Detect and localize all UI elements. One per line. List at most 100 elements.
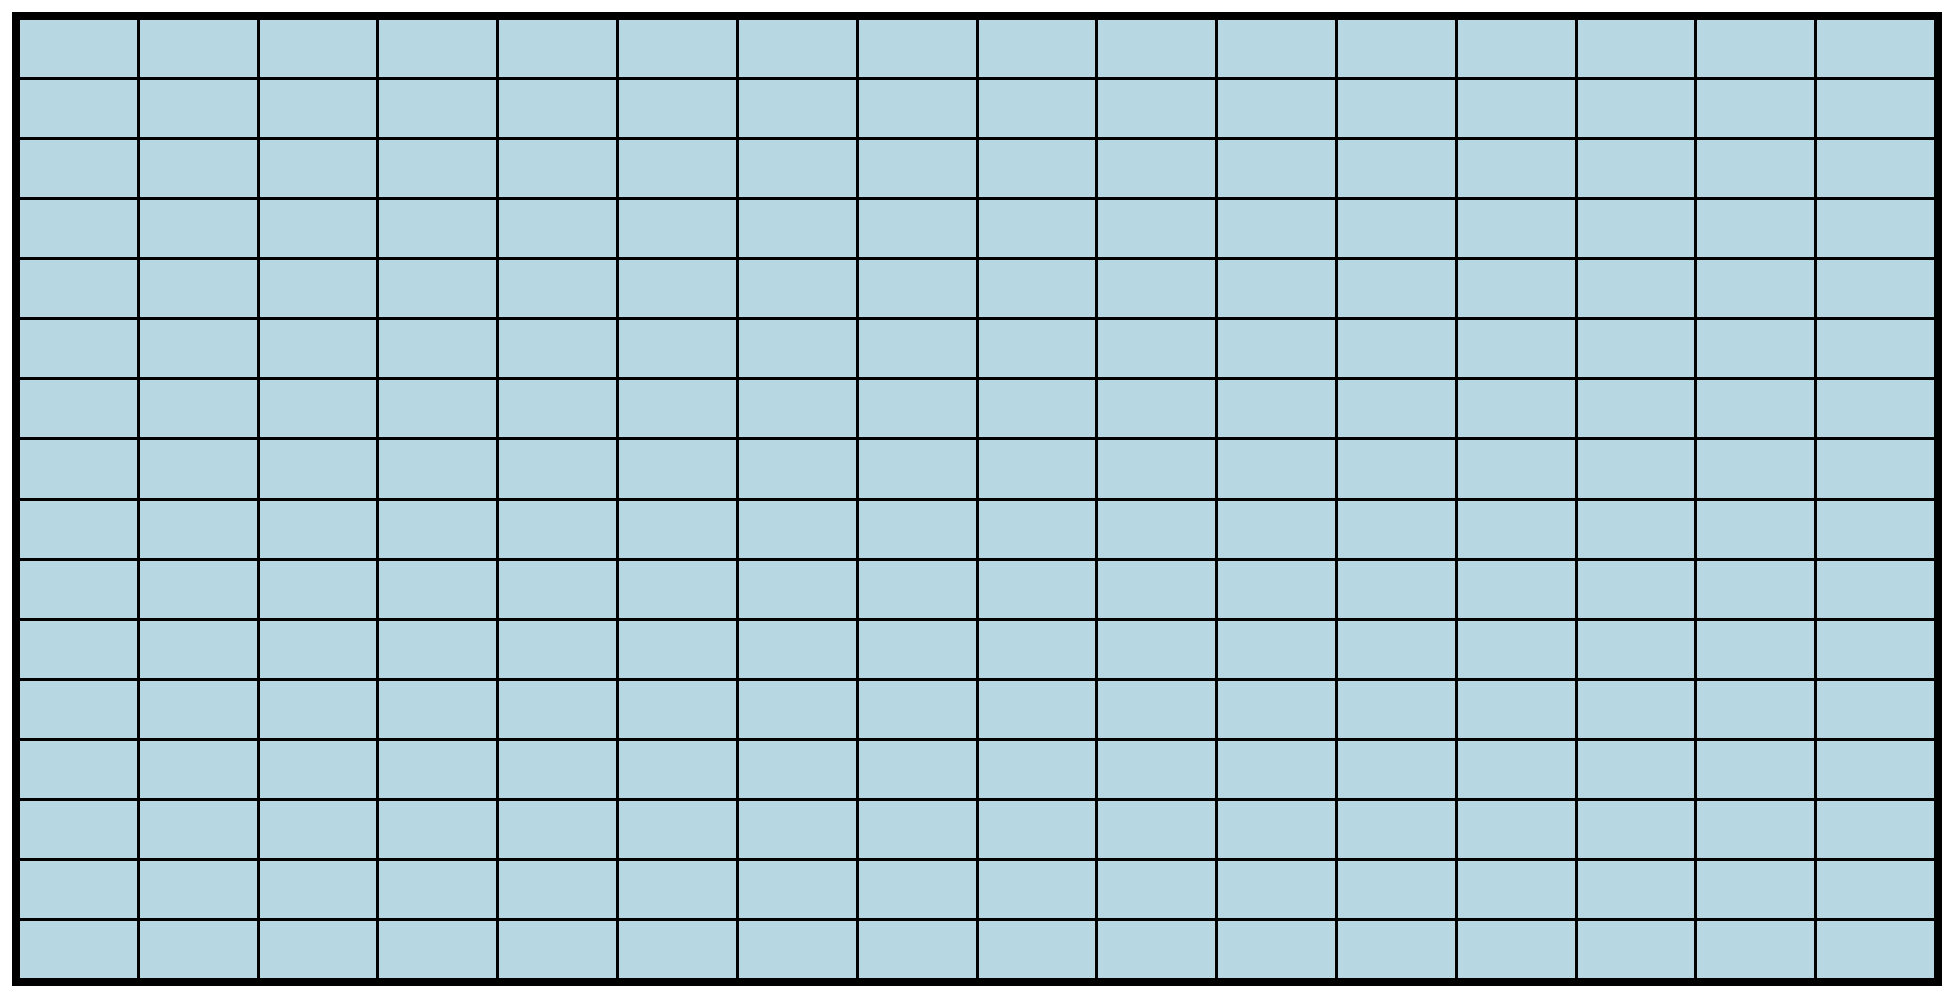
board-cell[interactable] [139,860,257,918]
board-cell[interactable] [1457,920,1575,978]
board-cell[interactable] [379,680,497,738]
board-cell[interactable] [1577,380,1695,438]
board-cell[interactable] [738,80,856,138]
board-cell[interactable] [1098,740,1216,798]
board-cell[interactable] [20,20,137,78]
board-cell[interactable] [499,320,617,378]
board-cell[interactable] [619,740,736,798]
board-cell[interactable] [1098,500,1216,558]
board-cell[interactable] [858,920,976,978]
board-cell[interactable] [978,680,1096,738]
board-cell[interactable] [1577,560,1695,618]
board-cell[interactable] [1457,620,1575,678]
board-cell[interactable] [20,800,137,858]
board-cell[interactable] [379,80,497,138]
board-cell[interactable] [978,740,1096,798]
board-cell[interactable] [20,320,137,378]
board-cell[interactable] [259,380,377,438]
board-cell[interactable] [1337,740,1455,798]
board-cell[interactable] [499,860,617,918]
board-cell[interactable] [858,200,976,258]
board-cell[interactable] [1697,200,1815,258]
board-cell[interactable] [1457,440,1575,498]
board-cell[interactable] [1457,260,1575,318]
board-cell[interactable] [1337,80,1455,138]
board-cell[interactable] [858,80,976,138]
board-cell[interactable] [1098,860,1216,918]
board-cell[interactable] [499,560,617,618]
board-cell[interactable] [978,260,1096,318]
board-cell[interactable] [1218,200,1335,258]
board-cell[interactable] [619,20,736,78]
board-cell[interactable] [1817,500,1934,558]
board-cell[interactable] [858,140,976,198]
board-cell[interactable] [379,200,497,258]
board-cell[interactable] [1697,440,1815,498]
board-cell[interactable] [619,500,736,558]
board-cell[interactable] [379,140,497,198]
board-cell[interactable] [978,860,1096,918]
board-cell[interactable] [1817,320,1934,378]
board-cell[interactable] [1817,620,1934,678]
board-cell[interactable] [1098,200,1216,258]
board-cell[interactable] [1337,860,1455,918]
board-cell[interactable] [1457,680,1575,738]
board-cell[interactable] [738,380,856,438]
board-cell[interactable] [1577,80,1695,138]
board-cell[interactable] [20,740,137,798]
board-cell[interactable] [1098,440,1216,498]
board-cell[interactable] [1218,680,1335,738]
board-cell[interactable] [1817,200,1934,258]
board-cell[interactable] [619,620,736,678]
board-cell[interactable] [738,200,856,258]
board-cell[interactable] [259,860,377,918]
board-cell[interactable] [20,200,137,258]
board-cell[interactable] [619,440,736,498]
board-cell[interactable] [1218,80,1335,138]
board-cell[interactable] [978,920,1096,978]
board-cell[interactable] [20,560,137,618]
board-cell[interactable] [1817,260,1934,318]
board-cell[interactable] [259,260,377,318]
board-cell[interactable] [1697,680,1815,738]
board-cell[interactable] [20,260,137,318]
board-cell[interactable] [1817,380,1934,438]
board-cell[interactable] [499,200,617,258]
board-cell[interactable] [1697,500,1815,558]
board-cell[interactable] [978,800,1096,858]
board-cell[interactable] [1817,440,1934,498]
board-cell[interactable] [379,920,497,978]
board-cell[interactable] [1697,80,1815,138]
board-cell[interactable] [619,560,736,618]
board-cell[interactable] [259,920,377,978]
board-cell[interactable] [1697,620,1815,678]
board-cell[interactable] [738,620,856,678]
board-cell[interactable] [379,440,497,498]
board-cell[interactable] [1218,380,1335,438]
board-cell[interactable] [499,500,617,558]
board-cell[interactable] [1218,320,1335,378]
board-cell[interactable] [1337,260,1455,318]
board-cell[interactable] [139,260,257,318]
board-cell[interactable] [1817,740,1934,798]
board-cell[interactable] [858,620,976,678]
board-cell[interactable] [139,620,257,678]
board-cell[interactable] [1457,800,1575,858]
board-cell[interactable] [1098,260,1216,318]
board-cell[interactable] [1337,680,1455,738]
board-cell[interactable] [499,380,617,438]
board-cell[interactable] [858,860,976,918]
board-cell[interactable] [20,500,137,558]
board-cell[interactable] [379,560,497,618]
board-cell[interactable] [139,440,257,498]
board-cell[interactable] [858,380,976,438]
board-cell[interactable] [1098,680,1216,738]
board-cell[interactable] [259,500,377,558]
board-cell[interactable] [499,260,617,318]
board-cell[interactable] [858,680,976,738]
board-cell[interactable] [499,920,617,978]
board-cell[interactable] [1218,440,1335,498]
board-cell[interactable] [1577,800,1695,858]
board-cell[interactable] [1218,740,1335,798]
board-cell[interactable] [1337,500,1455,558]
